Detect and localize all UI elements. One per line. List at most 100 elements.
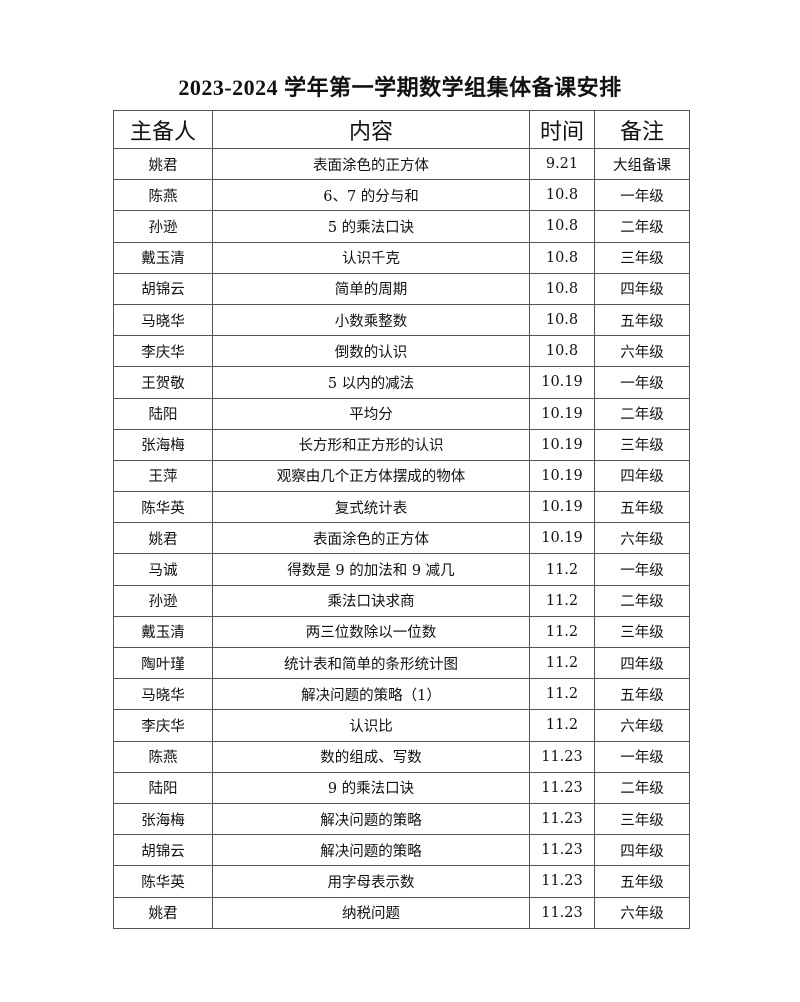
cell-content: 表面涂色的正方体 bbox=[212, 522, 530, 555]
table-header-row: 主备人 内容 时间 备注 bbox=[113, 110, 690, 149]
cell-presenter: 姚君 bbox=[113, 147, 213, 181]
cell-remark: 三年级 bbox=[594, 428, 690, 461]
cell-content: 6、7 的分与和 bbox=[212, 179, 530, 212]
cell-presenter: 陆阳 bbox=[113, 771, 213, 804]
table-row: 胡锦云 解决问题的策略 11.23 四年级 bbox=[113, 834, 690, 867]
cell-remark: 六年级 bbox=[594, 896, 690, 929]
cell-remark: 一年级 bbox=[594, 179, 690, 212]
cell-content: 解决问题的策略 bbox=[212, 802, 530, 836]
cell-content: 两三位数除以一位数 bbox=[212, 615, 530, 649]
cell-presenter: 马晓华 bbox=[113, 678, 213, 711]
cell-remark: 二年级 bbox=[594, 771, 690, 804]
cell-remark: 三年级 bbox=[594, 802, 690, 836]
cell-presenter: 陈燕 bbox=[113, 179, 213, 212]
table-row: 李庆华 认识比 11.2 六年级 bbox=[113, 709, 690, 742]
cell-content: 用字母表示数 bbox=[212, 865, 530, 898]
header-content: 内容 bbox=[212, 110, 530, 149]
header-remark: 备注 bbox=[594, 110, 690, 149]
cell-time: 11.2 bbox=[529, 615, 595, 649]
cell-content: 解决问题的策略 bbox=[212, 834, 530, 867]
cell-time: 11.2 bbox=[529, 709, 595, 742]
cell-presenter: 戴玉清 bbox=[113, 241, 213, 274]
cell-time: 10.8 bbox=[529, 335, 595, 368]
table-row: 胡锦云 简单的周期 10.8 四年级 bbox=[113, 272, 690, 305]
cell-time: 10.19 bbox=[529, 366, 595, 399]
cell-presenter: 张海梅 bbox=[113, 802, 213, 836]
table-row: 孙逊 5 的乘法口诀 10.8 二年级 bbox=[113, 210, 690, 243]
cell-remark: 三年级 bbox=[594, 615, 690, 649]
cell-time: 10.19 bbox=[529, 428, 595, 461]
cell-time: 11.23 bbox=[529, 834, 595, 867]
cell-content: 观察由几个正方体摆成的物体 bbox=[212, 459, 530, 493]
cell-presenter: 戴玉清 bbox=[113, 615, 213, 649]
table-row: 戴玉清 两三位数除以一位数 11.2 三年级 bbox=[113, 615, 690, 649]
cell-time: 11.2 bbox=[529, 678, 595, 711]
table-row: 姚君 表面涂色的正方体 10.19 六年级 bbox=[113, 522, 690, 555]
cell-time: 10.8 bbox=[529, 210, 595, 243]
table-row: 马晓华 小数乘整数 10.8 五年级 bbox=[113, 303, 690, 337]
cell-time: 11.2 bbox=[529, 584, 595, 617]
cell-content: 复式统计表 bbox=[212, 491, 530, 524]
cell-presenter: 陶叶瑾 bbox=[113, 646, 213, 680]
cell-time: 10.19 bbox=[529, 491, 595, 524]
cell-presenter: 张海梅 bbox=[113, 428, 213, 461]
table-row: 陈燕 数的组成、写数 11.23 一年级 bbox=[113, 740, 690, 773]
cell-presenter: 胡锦云 bbox=[113, 272, 213, 305]
table-row: 陈燕 6、7 的分与和 10.8 一年级 bbox=[113, 179, 690, 212]
cell-time: 10.8 bbox=[529, 241, 595, 274]
table-row: 陆阳 平均分 10.19 二年级 bbox=[113, 397, 690, 430]
table-row: 李庆华 倒数的认识 10.8 六年级 bbox=[113, 335, 690, 368]
table-row: 陆阳 9 的乘法口诀 11.23 二年级 bbox=[113, 771, 690, 804]
cell-presenter: 孙逊 bbox=[113, 584, 213, 617]
cell-presenter: 李庆华 bbox=[113, 709, 213, 742]
table-row: 王贺敬 5 以内的减法 10.19 一年级 bbox=[113, 366, 690, 399]
cell-remark: 二年级 bbox=[594, 210, 690, 243]
cell-content: 纳税问题 bbox=[212, 896, 530, 929]
cell-remark: 一年级 bbox=[594, 740, 690, 773]
schedule-table: 主备人 内容 时间 备注 姚君 表面涂色的正方体 9.21 大组备课 陈燕 6、7 的分与… bbox=[113, 110, 690, 929]
cell-time: 10.8 bbox=[529, 179, 595, 212]
cell-time: 10.8 bbox=[529, 272, 595, 305]
cell-content: 5 以内的减法 bbox=[212, 366, 530, 399]
cell-time: 10.8 bbox=[529, 303, 595, 337]
cell-time: 11.2 bbox=[529, 553, 595, 586]
cell-remark: 四年级 bbox=[594, 272, 690, 305]
table-row: 张海梅 解决问题的策略 11.23 三年级 bbox=[113, 802, 690, 836]
cell-presenter: 胡锦云 bbox=[113, 834, 213, 867]
table-row: 马诚 得数是 9 的加法和 9 减几 11.2 一年级 bbox=[113, 553, 690, 586]
cell-time: 11.23 bbox=[529, 896, 595, 929]
table-row: 马晓华 解决问题的策略（1） 11.2 五年级 bbox=[113, 678, 690, 711]
cell-remark: 四年级 bbox=[594, 459, 690, 493]
cell-presenter: 陆阳 bbox=[113, 397, 213, 430]
cell-remark: 六年级 bbox=[594, 522, 690, 555]
cell-content: 得数是 9 的加法和 9 减几 bbox=[212, 553, 530, 586]
cell-time: 11.2 bbox=[529, 646, 595, 680]
document-title: 2023-2024 学年第一学期数学组集体备课安排 bbox=[178, 75, 622, 100]
cell-presenter: 姚君 bbox=[113, 522, 213, 555]
cell-remark: 五年级 bbox=[594, 303, 690, 337]
cell-remark: 一年级 bbox=[594, 366, 690, 399]
cell-presenter: 李庆华 bbox=[113, 335, 213, 368]
cell-remark: 五年级 bbox=[594, 678, 690, 711]
cell-presenter: 陈华英 bbox=[113, 491, 213, 524]
cell-content: 解决问题的策略（1） bbox=[212, 678, 530, 711]
cell-time: 10.19 bbox=[529, 522, 595, 555]
cell-remark: 一年级 bbox=[594, 553, 690, 586]
cell-remark: 六年级 bbox=[594, 335, 690, 368]
cell-content: 认识比 bbox=[212, 709, 530, 742]
cell-time: 10.19 bbox=[529, 397, 595, 430]
cell-remark: 四年级 bbox=[594, 646, 690, 680]
cell-time: 10.19 bbox=[529, 459, 595, 493]
table-row: 陈华英 复式统计表 10.19 五年级 bbox=[113, 491, 690, 524]
cell-remark: 六年级 bbox=[594, 709, 690, 742]
cell-content: 认识千克 bbox=[212, 241, 530, 274]
cell-presenter: 王萍 bbox=[113, 459, 213, 493]
table-row: 张海梅 长方形和正方形的认识 10.19 三年级 bbox=[113, 428, 690, 461]
table-row: 戴玉清 认识千克 10.8 三年级 bbox=[113, 241, 690, 274]
table-row: 姚君 纳税问题 11.23 六年级 bbox=[113, 896, 690, 929]
table-row: 姚君 表面涂色的正方体 9.21 大组备课 bbox=[113, 147, 690, 181]
header-time: 时间 bbox=[529, 110, 595, 149]
cell-remark: 二年级 bbox=[594, 397, 690, 430]
cell-remark: 三年级 bbox=[594, 241, 690, 274]
header-presenter: 主备人 bbox=[113, 110, 213, 149]
